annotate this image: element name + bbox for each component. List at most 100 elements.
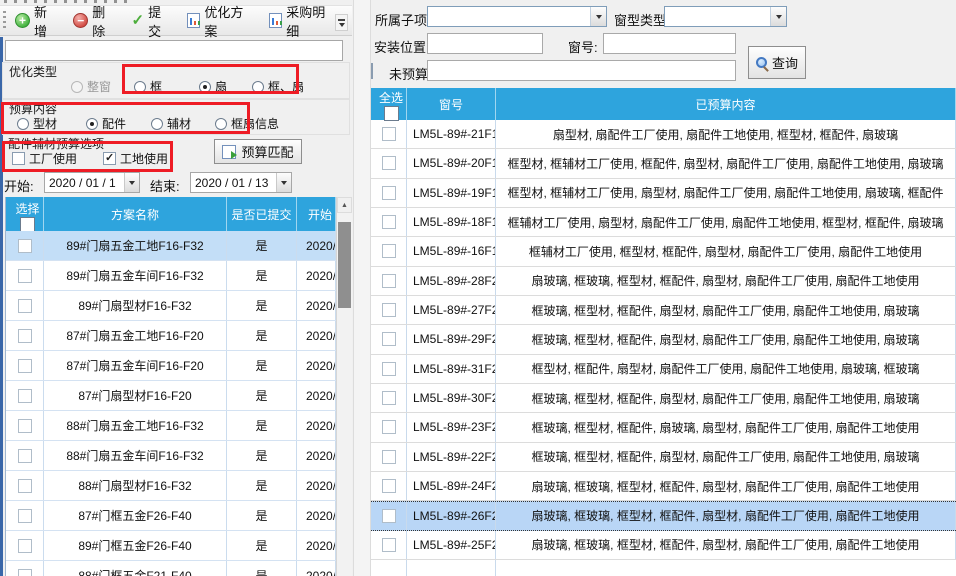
start-date-picker[interactable]: 2020 / 01 / 1 (44, 172, 140, 193)
budget-header-content[interactable]: 已预算内容 (496, 88, 956, 120)
optimize-plan-button[interactable]: 优化方案 (182, 0, 260, 43)
row-checkbox[interactable] (381, 508, 396, 523)
row-checkbox[interactable] (381, 479, 396, 494)
row-checkbox[interactable] (17, 448, 32, 463)
install-position-input[interactable] (427, 33, 543, 54)
end-date-dropdown-button[interactable] (276, 173, 291, 192)
row-checkbox[interactable] (381, 215, 396, 230)
checkbox-site-use[interactable]: 工地使用 (103, 150, 168, 167)
checkbox-not-budgeted[interactable] (371, 63, 373, 79)
row-checkbox[interactable] (381, 273, 396, 288)
budget-table-row[interactable]: LM5L-89#-22F20 框玻璃, 框型材, 框配件, 扇型材, 扇配件工厂… (371, 442, 956, 472)
budget-table-row[interactable]: LM5L-89#-16F15 框辅材工厂使用, 框型材, 框配件, 扇型材, 扇… (371, 237, 956, 267)
toolbar-overflow-button[interactable] (335, 14, 348, 31)
plan-header-start[interactable]: 开始 (297, 197, 336, 231)
report-icon (187, 13, 201, 28)
budget-header-select-all[interactable]: 全选 (371, 88, 407, 121)
budget-table-row[interactable]: LM5L-89#-19F17 框型材, 框辅材工厂使用, 扇型材, 扇配件工厂使… (371, 178, 956, 208)
plan-table-row[interactable]: 88#门扇五金车间F16-F32 是 2020/0 (6, 441, 336, 471)
row-checkbox[interactable] (381, 127, 396, 142)
not-budgeted-input[interactable] (427, 60, 736, 81)
row-checkbox[interactable] (381, 185, 396, 200)
budget-table-row[interactable]: LM5L-89#-24F22 扇玻璃, 框玻璃, 框型材, 框配件, 扇型材, … (371, 471, 956, 502)
row-checkbox[interactable] (17, 508, 32, 523)
plan-table-row[interactable]: 87#门扇五金车间F16-F20 是 2020/0 (6, 351, 336, 381)
radio-frame-sash-info[interactable]: 框扇信息 (215, 115, 279, 132)
row-checkbox[interactable] (381, 420, 396, 435)
budget-table-row[interactable]: LM5L-89#-28F26 扇玻璃, 框玻璃, 框型材, 框配件, 扇型材, … (371, 266, 956, 296)
radio-entire-window[interactable]: 整窗 (71, 78, 111, 95)
row-checkbox[interactable] (381, 332, 396, 347)
sub-item-dropdown-button[interactable] (590, 7, 606, 26)
radio-sash[interactable]: 扇 (199, 78, 227, 95)
plan-table-row[interactable]: 89#门扇型材F16-F32 是 2020/0 (6, 291, 336, 321)
budget-table-row[interactable]: LM5L-89#-27F25 框玻璃, 框型材, 框配件, 扇型材, 扇配件工厂… (371, 295, 956, 326)
row-checkbox[interactable] (17, 418, 32, 433)
panel-splitter[interactable] (353, 0, 371, 576)
row-checkbox[interactable] (17, 388, 32, 403)
row-checkbox[interactable] (17, 568, 32, 576)
add-button[interactable]: 新增 (10, 0, 64, 43)
plan-select-all-checkbox[interactable] (20, 216, 35, 231)
row-checkbox[interactable] (381, 361, 396, 376)
window-no-input[interactable] (603, 33, 736, 54)
start-date-dropdown-button[interactable] (124, 173, 139, 192)
scrollbar-thumb[interactable] (338, 222, 351, 308)
plan-table-row[interactable]: 88#门扇型材F16-F32 是 2020/0 (6, 471, 336, 501)
row-checkbox[interactable] (17, 298, 32, 313)
submit-button[interactable]: 提交 (127, 0, 179, 43)
plan-table-row[interactable]: 89#门扇五金工地F16-F32 是 2020/0 (6, 231, 336, 261)
purchase-detail-button[interactable]: 采购明细 (264, 0, 352, 43)
row-checkbox[interactable] (381, 303, 396, 318)
toolbar-grip[interactable] (3, 11, 6, 31)
budget-table-row[interactable]: LM5L-89#-26F24 扇玻璃, 框玻璃, 框型材, 框配件, 扇型材, … (371, 501, 956, 531)
budget-table-row[interactable]: LM5L-89#-31F29 框型材, 框配件, 扇型材, 扇配件工厂使用, 扇… (371, 354, 956, 384)
plan-header-submitted[interactable]: 是否已提交 (227, 197, 297, 231)
row-checkbox[interactable] (381, 156, 396, 171)
row-checkbox[interactable] (17, 268, 32, 283)
budget-header-window-no[interactable]: 窗号 (407, 88, 496, 120)
row-checkbox[interactable] (17, 358, 32, 373)
row-checkbox[interactable] (17, 478, 32, 493)
delete-button[interactable]: 删除 (68, 0, 122, 43)
budget-table-row[interactable]: LM5L-89#-21F19 扇型材, 扇配件工厂使用, 扇配件工地使用, 框型… (371, 120, 956, 150)
row-checkbox[interactable] (17, 328, 32, 343)
plan-header-name[interactable]: 方案名称 (44, 197, 227, 231)
plan-header-select[interactable]: 选择 (6, 197, 44, 231)
plan-table-row[interactable]: 88#门框五金F21-F40 是 2020/0 (6, 561, 336, 576)
window-type-select[interactable] (664, 6, 787, 27)
window-type-dropdown-button[interactable] (770, 7, 786, 26)
plan-table-scrollbar[interactable]: ▲ (336, 197, 352, 576)
budget-table-row[interactable]: LM5L-89#-23F21 框玻璃, 框型材, 框配件, 扇玻璃, 扇型材, … (371, 413, 956, 443)
radio-accessory[interactable]: 配件 (86, 115, 126, 132)
radio-frame-sash[interactable]: 框、扇 (252, 78, 304, 95)
radio-profile[interactable]: 型材 (17, 115, 57, 132)
plan-table-row[interactable]: 87#门扇型材F16-F20 是 2020/0 (6, 381, 336, 411)
budget-match-button[interactable]: 预算匹配 (214, 139, 302, 164)
plan-table-row[interactable]: 87#门扇五金工地F16-F20 是 2020/0 (6, 321, 336, 351)
row-checkbox[interactable] (17, 238, 32, 253)
plan-filter-input[interactable] (5, 40, 343, 61)
budget-table-row[interactable]: LM5L-89#-25F23 扇玻璃, 框玻璃, 框型材, 框配件, 扇型材, … (371, 530, 956, 560)
radio-auxiliary[interactable]: 辅材 (151, 115, 191, 132)
end-date-picker[interactable]: 2020 / 01 / 13 (190, 172, 292, 193)
row-checkbox[interactable] (381, 244, 396, 259)
budget-table-row[interactable]: LM5L-89#-29F27 框玻璃, 框型材, 框配件, 扇型材, 扇配件工厂… (371, 325, 956, 355)
scroll-up-button[interactable]: ▲ (337, 197, 352, 213)
budget-select-all-checkbox[interactable] (383, 106, 399, 121)
budget-table-row[interactable]: LM5L-89#-18F16 框辅材工厂使用, 扇型材, 扇配件工厂使用, 扇配… (371, 207, 956, 238)
checkbox-factory-use[interactable]: 工厂使用 (12, 150, 77, 167)
plan-table-row[interactable]: 87#门框五金F26-F40 是 2020/0 (6, 501, 336, 531)
plan-table-row[interactable]: 89#门扇五金车间F16-F32 是 2020/0 (6, 261, 336, 291)
plan-table-row[interactable]: 89#门框五金F26-F40 是 2020/0 (6, 531, 336, 561)
row-checkbox[interactable] (381, 449, 396, 464)
budget-table-row[interactable]: LM5L-89#-20F18 框型材, 框辅材工厂使用, 框配件, 扇型材, 扇… (371, 149, 956, 179)
row-checkbox[interactable] (381, 391, 396, 406)
plan-table-row[interactable]: 88#门扇五金工地F16-F32 是 2020/0 (6, 411, 336, 441)
radio-frame[interactable]: 框 (134, 78, 162, 95)
budget-table-row[interactable]: LM5L-89#-30F28 框玻璃, 框型材, 框配件, 扇型材, 扇配件工厂… (371, 383, 956, 414)
sub-item-select[interactable] (427, 6, 607, 27)
row-checkbox[interactable] (381, 537, 396, 552)
query-button[interactable]: 查询 (748, 46, 806, 79)
row-checkbox[interactable] (17, 538, 32, 553)
